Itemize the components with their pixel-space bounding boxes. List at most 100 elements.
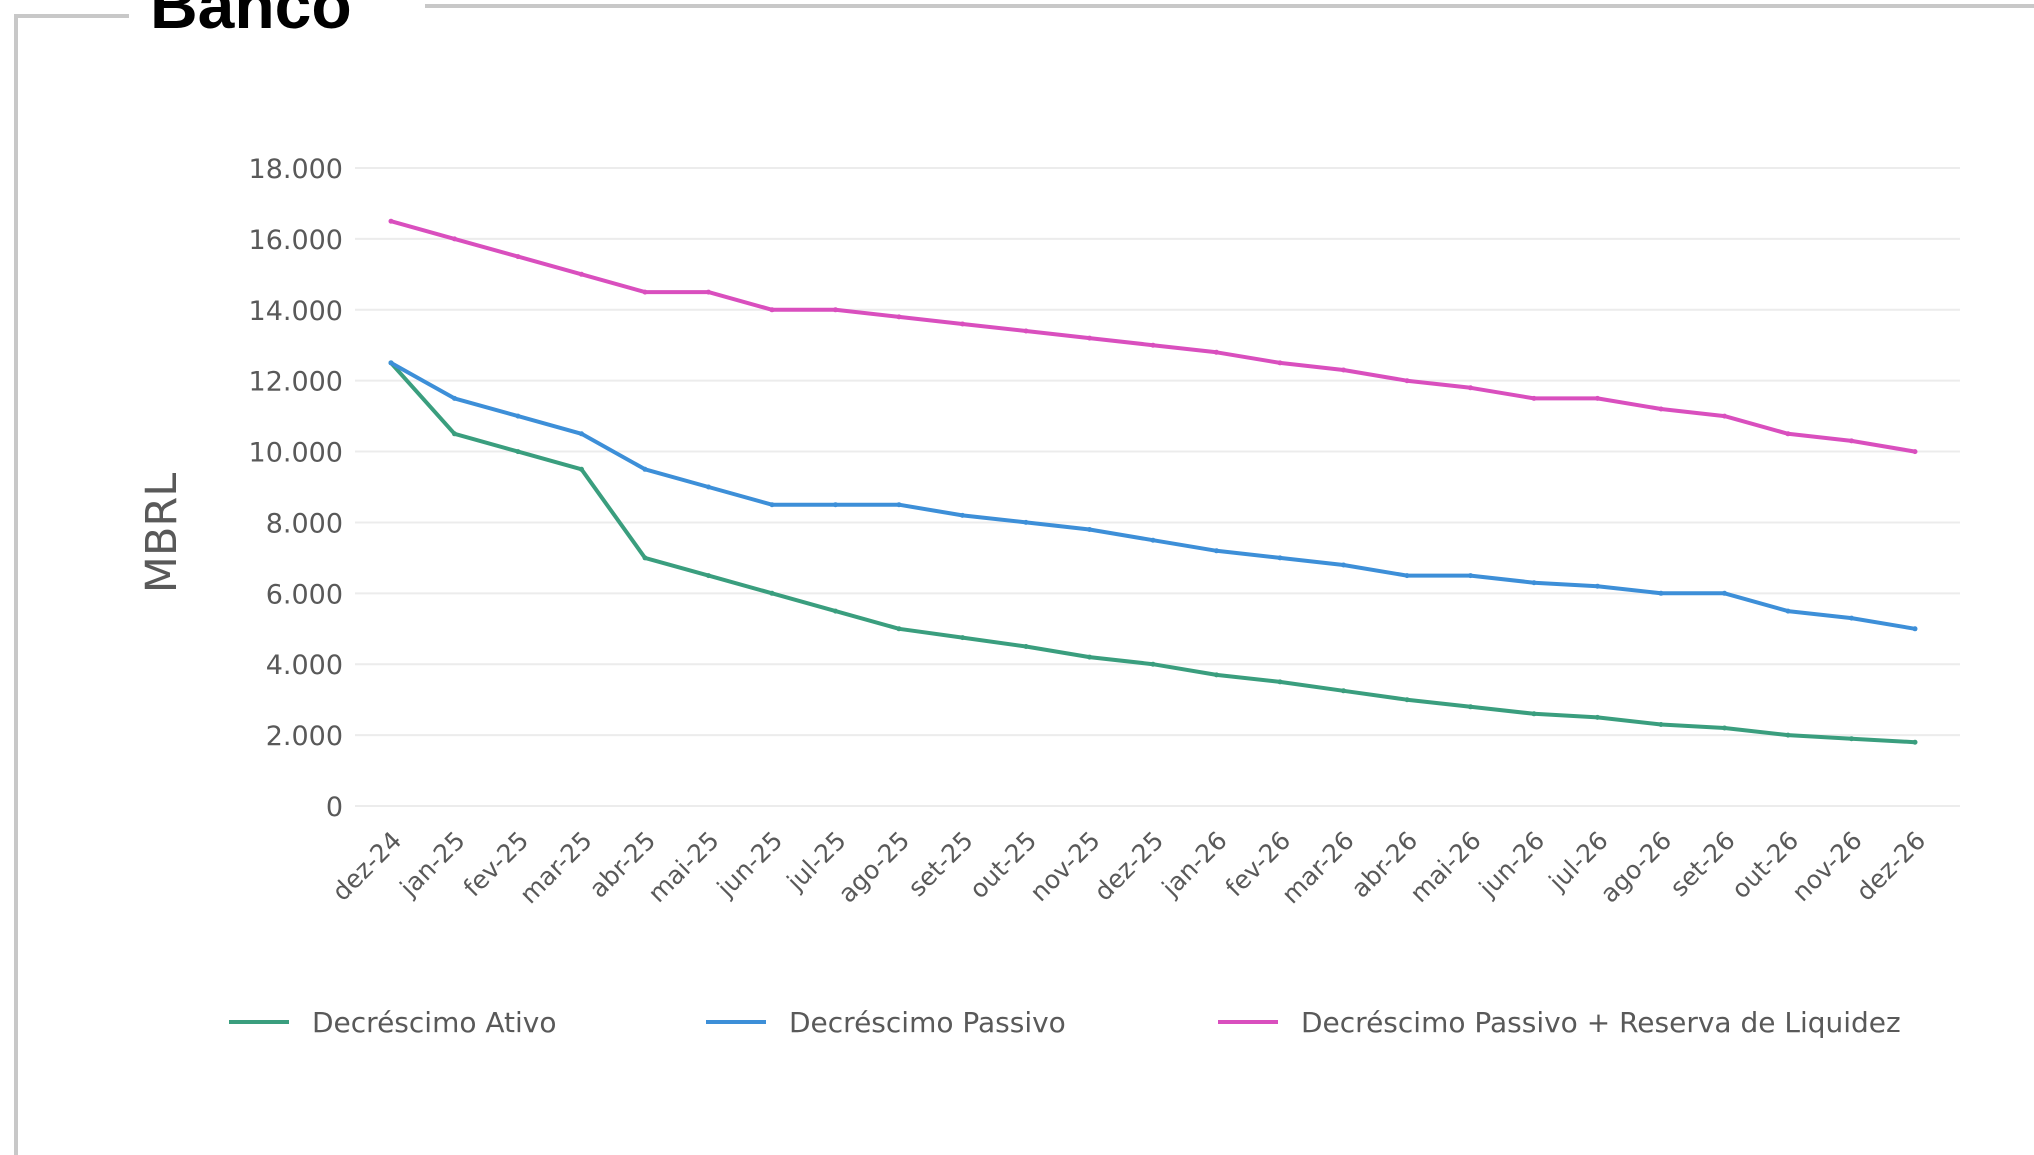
data-point <box>1468 704 1473 710</box>
y-tick-label: 4.000 <box>266 650 343 681</box>
data-point <box>1658 406 1664 412</box>
data-point <box>388 218 394 224</box>
section-title: Banco <box>150 0 352 42</box>
series-line-2 <box>389 360 1917 631</box>
data-point <box>388 360 394 366</box>
data-point <box>1404 573 1410 579</box>
x-tick-label: dez-25 <box>1088 826 1169 907</box>
data-point <box>515 449 521 455</box>
data-point <box>515 413 521 419</box>
x-tick-label: set-25 <box>902 826 978 902</box>
data-point <box>1404 697 1410 703</box>
data-point <box>1087 654 1092 660</box>
frame-top-left-border <box>14 14 129 18</box>
data-point <box>1849 615 1854 621</box>
y-tick-label: 8.000 <box>266 508 343 539</box>
data-point <box>1531 580 1537 586</box>
data-point <box>1595 395 1600 401</box>
data-point <box>1785 431 1791 437</box>
y-axis-title: MBRL <box>137 473 187 593</box>
x-tick-label: nov-25 <box>1024 826 1105 907</box>
x-tick-label: mar-26 <box>1276 826 1360 910</box>
x-tick-label: mai-25 <box>642 826 724 908</box>
legend-label: Decréscimo Passivo <box>789 1006 1066 1039</box>
series-line-1 <box>389 360 1917 745</box>
data-point <box>1531 395 1537 401</box>
x-tick-label: dez-24 <box>326 826 407 907</box>
x-axis-ticks: dez-24jan-25fev-25mar-25abr-25mai-25jun-… <box>326 826 1931 910</box>
data-point <box>1912 449 1918 455</box>
data-point <box>1087 335 1092 341</box>
y-axis-ticks: 0 2.000 4.000 6.000 8.000 10.000 12.000 14.000 1… <box>249 154 343 823</box>
data-point <box>1277 679 1283 685</box>
series-lines <box>388 218 1918 745</box>
data-point <box>1595 714 1600 720</box>
data-point <box>579 431 584 437</box>
data-point <box>452 431 457 437</box>
data-point <box>1341 562 1346 568</box>
data-point <box>1468 385 1473 391</box>
x-tick-label: jan-26 <box>1156 826 1233 903</box>
y-tick-label: 6.000 <box>266 579 343 610</box>
data-point <box>452 395 457 401</box>
y-tick-label: 0 <box>326 792 343 823</box>
data-point <box>642 289 648 295</box>
frame-left-border <box>14 14 18 1155</box>
data-point <box>1150 661 1156 667</box>
y-tick-label: 10.000 <box>249 438 343 469</box>
legend-label: Decréscimo Ativo <box>312 1006 557 1039</box>
x-tick-label: jun-25 <box>711 826 788 903</box>
y-tick-label: 16.000 <box>249 225 343 256</box>
data-point <box>769 307 775 313</box>
data-point <box>960 321 965 327</box>
data-point <box>896 626 902 632</box>
data-point <box>833 608 838 614</box>
x-tick-label: dez-26 <box>1850 826 1931 907</box>
data-point <box>769 502 775 508</box>
frame-top-right-border <box>425 4 2034 8</box>
data-point <box>642 466 648 472</box>
data-point <box>1722 590 1727 596</box>
data-point <box>1595 583 1600 589</box>
data-point <box>1658 590 1664 596</box>
series-line-3 <box>389 219 1917 454</box>
data-point <box>960 635 965 641</box>
data-point <box>1277 360 1283 366</box>
data-point <box>896 502 902 508</box>
y-tick-label: 14.000 <box>249 296 343 327</box>
data-point <box>706 484 711 490</box>
data-point <box>642 555 648 561</box>
x-tick-label: mar-25 <box>514 826 598 910</box>
data-point <box>833 502 838 508</box>
data-point <box>769 590 775 596</box>
data-point <box>1214 349 1219 355</box>
data-point <box>1023 519 1029 525</box>
data-point <box>1214 548 1219 554</box>
data-point <box>960 512 965 518</box>
data-point <box>452 236 457 242</box>
data-point <box>579 271 584 277</box>
x-tick-label: mai-26 <box>1404 826 1486 908</box>
data-point <box>1722 413 1727 419</box>
data-point <box>1087 527 1092 532</box>
y-tick-label: 18.000 <box>249 154 343 185</box>
data-point <box>1468 573 1473 579</box>
data-point <box>1785 732 1791 738</box>
data-point <box>1214 672 1219 678</box>
data-point <box>1849 736 1854 742</box>
data-point <box>1722 725 1727 731</box>
data-point <box>1404 378 1410 384</box>
data-point <box>1150 342 1156 348</box>
x-tick-label: jan-25 <box>394 826 471 903</box>
data-point <box>1341 367 1346 373</box>
legend: Decréscimo Ativo Decréscimo Passivo Decrés… <box>229 1006 1901 1039</box>
y-tick-label: 2.000 <box>266 721 343 752</box>
data-point <box>1912 626 1918 632</box>
y-tick-label: 12.000 <box>249 367 343 398</box>
gridlines <box>355 167 1960 807</box>
data-point <box>1341 688 1346 694</box>
data-point <box>1531 711 1537 717</box>
data-point <box>896 314 902 320</box>
data-point <box>1785 608 1791 614</box>
